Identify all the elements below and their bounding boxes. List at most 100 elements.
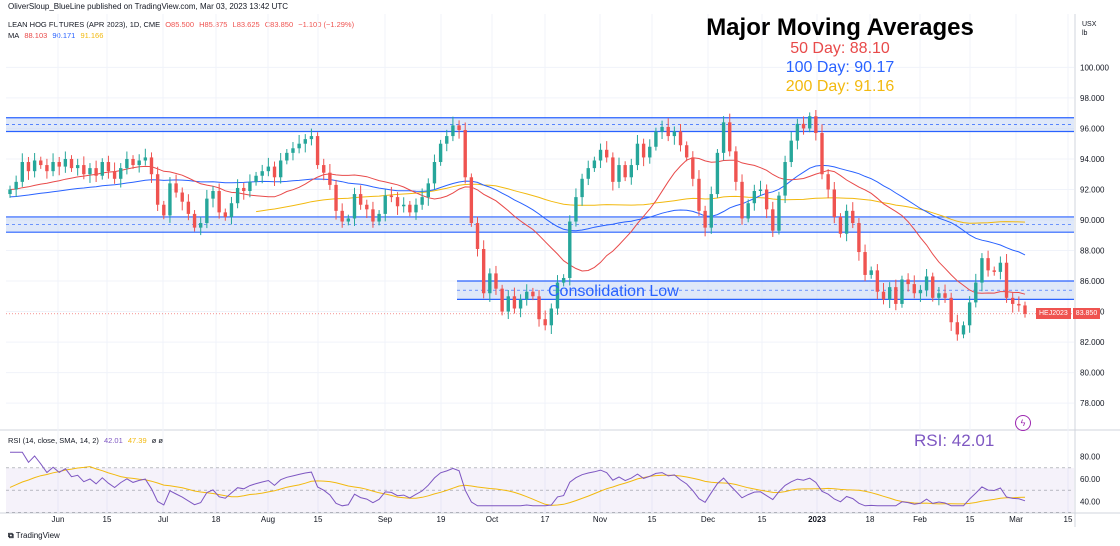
candle-body bbox=[303, 139, 307, 144]
candle-body bbox=[561, 277, 566, 283]
candle-body bbox=[32, 160, 37, 172]
candle-body bbox=[605, 149, 609, 158]
candle-body bbox=[383, 195, 387, 214]
candle-body bbox=[155, 174, 160, 205]
price-tick-label: 88.000 bbox=[1080, 247, 1105, 256]
candle-body bbox=[764, 189, 769, 210]
time-tick-label: 15 bbox=[314, 515, 323, 524]
lightning-icon[interactable]: ϟ bbox=[1015, 415, 1031, 431]
candle-body bbox=[844, 210, 849, 234]
candle-body bbox=[814, 116, 818, 134]
candle-body bbox=[180, 192, 184, 202]
candle-body bbox=[974, 282, 978, 303]
axis-currency: USX bbox=[1082, 21, 1097, 28]
candle-body bbox=[192, 213, 197, 228]
time-tick-label: 15 bbox=[966, 515, 975, 524]
ma-legend-value-3: 91.166 bbox=[80, 31, 104, 40]
candle-body bbox=[820, 133, 824, 175]
axis-unit: USX lb bbox=[1082, 20, 1096, 38]
candle-body bbox=[666, 126, 670, 137]
candle-body bbox=[389, 195, 394, 198]
rsi-legend: RSI (14, close, SMA, 14, 2) 42.01 47.39 … bbox=[8, 436, 166, 445]
horizontal-zones bbox=[6, 117, 1074, 300]
ohlc-close: C83.850 bbox=[264, 20, 294, 29]
candle-body bbox=[322, 165, 326, 173]
time-tick-label: Oct bbox=[486, 515, 499, 524]
candle-body bbox=[580, 178, 584, 198]
candle-body bbox=[851, 210, 855, 224]
candle-body bbox=[315, 136, 320, 166]
ohlc-open: O85.500 bbox=[165, 20, 194, 29]
price-tick-label: 92.000 bbox=[1080, 185, 1105, 194]
rsi-line bbox=[10, 451, 1026, 507]
candle-body bbox=[162, 204, 166, 216]
candle-body bbox=[721, 122, 726, 153]
footer-brand: ⧉ TradingView bbox=[8, 531, 60, 541]
candle-body bbox=[881, 291, 886, 300]
time-tick-label: Dec bbox=[701, 515, 715, 524]
ma50-annotation: 50 Day: 88.10 bbox=[790, 40, 890, 57]
candle-body bbox=[346, 218, 351, 222]
published-by-text: OliverSloup_BlueLine published on Tradin… bbox=[8, 2, 289, 11]
candle-body bbox=[801, 123, 806, 129]
candle-body bbox=[205, 198, 209, 224]
candle-body bbox=[617, 165, 621, 182]
candle-body bbox=[537, 296, 541, 320]
price-axis: 100.000 98.000 96.000 94.000 92.000 90.000 88.… bbox=[1080, 63, 1109, 408]
candle-body bbox=[199, 223, 203, 228]
candle-body bbox=[445, 136, 449, 144]
price-badge-value: 83.850 bbox=[1072, 308, 1101, 319]
candle-body bbox=[371, 209, 375, 222]
candle-body bbox=[641, 143, 646, 158]
candle-body bbox=[297, 143, 301, 149]
candle-body bbox=[986, 258, 990, 271]
candle-body bbox=[137, 160, 141, 166]
candle-body bbox=[143, 157, 148, 161]
ohlc-high: H85.875 bbox=[199, 20, 228, 29]
candle-body bbox=[795, 123, 800, 141]
candle-body bbox=[309, 136, 314, 140]
candle-body bbox=[525, 291, 529, 300]
price-tick-label: 100.000 bbox=[1080, 63, 1109, 72]
candle-body bbox=[149, 157, 154, 175]
candle-body bbox=[57, 162, 61, 167]
time-tick-label: Sep bbox=[378, 515, 393, 524]
candle-body bbox=[119, 168, 123, 179]
candle-body bbox=[568, 221, 572, 278]
candle-body bbox=[358, 194, 363, 205]
candle-body bbox=[432, 162, 437, 184]
candle-body bbox=[414, 204, 418, 213]
candle-body bbox=[838, 216, 843, 234]
time-tick-label: 17 bbox=[541, 515, 550, 524]
candle-body bbox=[229, 203, 234, 217]
candle-body bbox=[340, 210, 344, 222]
candle-body bbox=[697, 178, 701, 211]
candle-body bbox=[906, 279, 910, 285]
time-axis: Jun 15 Jul 18 Aug 15 Sep 19 Oct 17 Nov 15 Dec 15 2023 1… bbox=[52, 515, 1073, 524]
brand-text: TradingView bbox=[15, 531, 60, 540]
candle-body bbox=[285, 152, 289, 161]
candle-body bbox=[106, 162, 111, 172]
candle-body bbox=[592, 160, 597, 169]
price-tick-label: 96.000 bbox=[1080, 124, 1105, 133]
tradingview-logo-icon: ⧉ bbox=[8, 531, 14, 540]
candle-body bbox=[660, 126, 664, 132]
candle-body bbox=[678, 131, 683, 146]
candle-body bbox=[703, 210, 707, 228]
candle-body bbox=[998, 262, 1003, 272]
candle-body bbox=[469, 177, 474, 224]
candle-body bbox=[869, 270, 873, 275]
candle-body bbox=[783, 162, 787, 196]
candle-body bbox=[8, 189, 12, 195]
price-tick-label: 90.000 bbox=[1080, 216, 1105, 225]
axis-unit-lb: lb bbox=[1082, 30, 1088, 37]
ma-legend: MA 88.103 90.171 91.166 bbox=[8, 31, 106, 40]
candle-body bbox=[918, 290, 923, 294]
candle-body bbox=[758, 189, 763, 192]
ma50-line bbox=[9, 157, 1026, 295]
candle-body bbox=[402, 204, 406, 207]
candle-body bbox=[518, 299, 523, 309]
candle-body bbox=[715, 152, 720, 195]
candle-body bbox=[14, 181, 18, 190]
